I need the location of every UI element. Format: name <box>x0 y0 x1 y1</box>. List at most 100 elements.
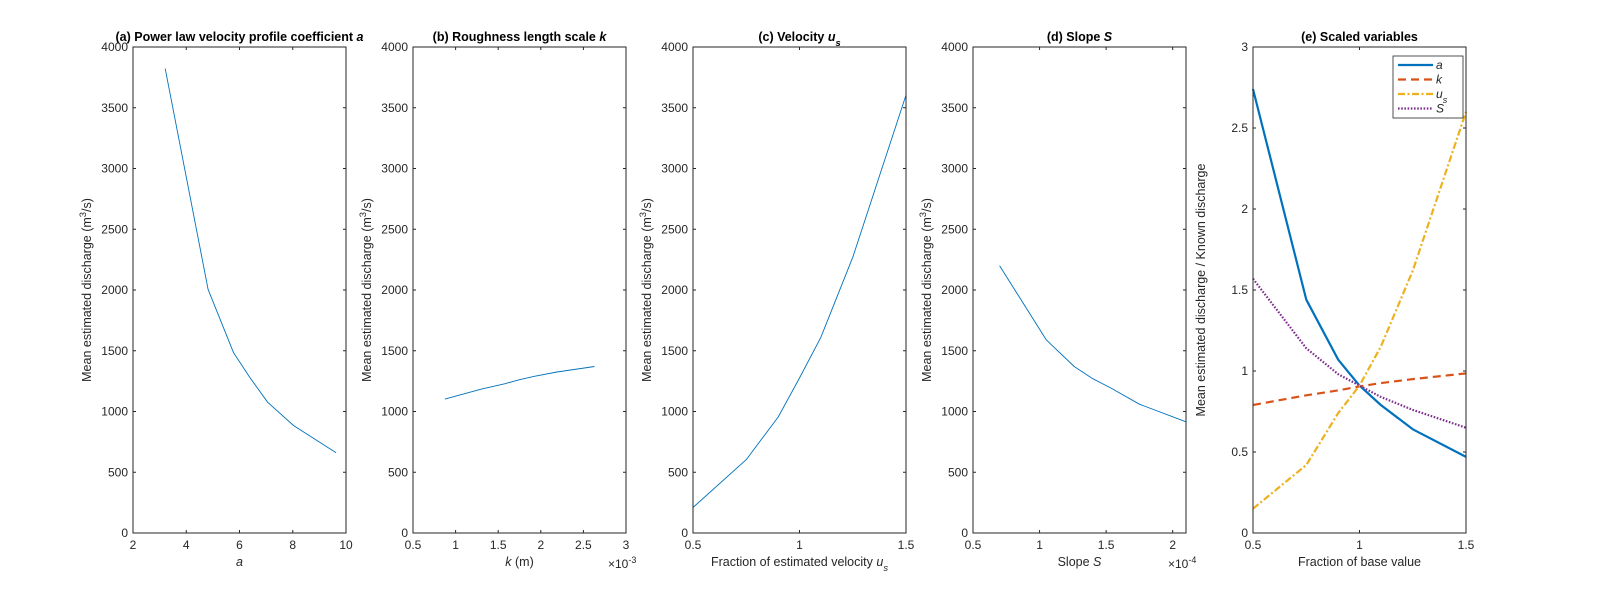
text-segment: k <box>1436 73 1443 87</box>
x-tick-label: 1 <box>796 538 803 552</box>
text-segment: 3 <box>638 212 648 217</box>
text-segment: k <box>505 555 512 569</box>
plot-area <box>413 47 626 533</box>
y-tick-label: 3000 <box>101 162 128 176</box>
y-tick-label: 2000 <box>381 283 408 297</box>
subplot-title: (a) Power law velocity profile coefficie… <box>116 30 364 44</box>
x-tick-label: 2 <box>537 538 544 552</box>
x-tick-label: 0.5 <box>965 538 982 552</box>
y-axis-label: Mean estimated discharge (m3/s) <box>918 198 934 382</box>
series-line-S <box>1252 278 1467 429</box>
x-tick-label: 0.5 <box>405 538 422 552</box>
y-axis-label: Mean estimated discharge (m3/s) <box>78 198 94 382</box>
y-tick-label: 0 <box>961 526 968 540</box>
plot-area <box>133 47 346 533</box>
x-tick-label: 1.5 <box>1098 538 1115 552</box>
subplot-a: 2 4 6 8 10 0 500 1000 1500 2000 2500 3000 3500 4000(a… <box>78 30 364 569</box>
text-segment: 3 <box>358 212 368 217</box>
x-tick-label: 2 <box>130 538 137 552</box>
text-segment: a <box>236 555 243 569</box>
text-segment: /s) <box>80 198 94 212</box>
text-segment: 3 <box>918 212 928 217</box>
legend-label-k: k <box>1436 73 1443 87</box>
x-axis-label: k (m) <box>505 555 533 569</box>
y-tick-label: 2500 <box>661 222 688 236</box>
y-tick-label: 3500 <box>381 101 408 115</box>
subplot-d: 0.5 1 1.5 2 0 500 1000 1500 2000 2500 3000 3500 4000… <box>918 30 1196 571</box>
y-tick-label: 1000 <box>661 405 688 419</box>
text-segment: Mean estimated discharge (m <box>920 217 934 382</box>
series-line-a <box>999 265 1187 423</box>
text-segment: Fraction of base value <box>1298 555 1421 569</box>
x-tick-label: 4 <box>183 538 190 552</box>
text-segment: Mean estimated discharge (m <box>360 217 374 382</box>
y-tick-label: 4000 <box>101 40 128 54</box>
y-tick-label: 2500 <box>101 222 128 236</box>
y-tick-label: 0.5 <box>1231 445 1248 459</box>
y-tick-label: 3 <box>1241 40 1248 54</box>
text-segment: (c) Velocity <box>758 30 827 44</box>
y-tick-label: 3000 <box>941 162 968 176</box>
series-line-u_s <box>1252 111 1468 510</box>
subplot-title: (c) Velocity us <box>758 30 840 48</box>
y-tick-label: 2.5 <box>1231 121 1248 135</box>
text-segment: u <box>876 555 883 569</box>
x-tick-label: 0.5 <box>685 538 702 552</box>
text-segment: Slope <box>1058 555 1093 569</box>
y-tick-label: 0 <box>1241 526 1248 540</box>
y-tick-label: 2500 <box>941 222 968 236</box>
plot-area <box>693 47 906 533</box>
x-tick-label: 1 <box>452 538 459 552</box>
y-tick-label: 2000 <box>101 283 128 297</box>
x-axis-label: Slope S <box>1058 555 1102 569</box>
text-segment: Mean estimated discharge / Known dischar… <box>1194 163 1208 416</box>
text-segment: k <box>599 30 607 44</box>
x-axis-label: Fraction of base value <box>1298 555 1421 569</box>
x-tick-label: 2 <box>1169 538 1176 552</box>
y-tick-label: 1000 <box>101 405 128 419</box>
text-segment: /s) <box>920 198 934 212</box>
y-tick-label: 3500 <box>661 101 688 115</box>
y-tick-label: 1500 <box>101 344 128 358</box>
y-tick-label: 2000 <box>661 283 688 297</box>
y-tick-label: 500 <box>388 465 408 479</box>
exponent: -3 <box>628 555 636 565</box>
y-tick-label: 500 <box>668 465 688 479</box>
x-tick-label: 1.5 <box>490 538 507 552</box>
y-axis-label: Mean estimated discharge / Known dischar… <box>1194 163 1208 416</box>
text-segment: s <box>1443 95 1448 105</box>
text-segment: S <box>1436 102 1444 116</box>
x-tick-label: 2.5 <box>575 538 592 552</box>
text-segment: S <box>1104 30 1113 44</box>
y-tick-label: 4000 <box>941 40 968 54</box>
text-segment: /s) <box>360 198 374 212</box>
text-segment: (a) Power law velocity profile coefficie… <box>116 30 357 44</box>
subplot-b: 0.5 1 1.5 2 2.5 3 0 500 1000 1500 2000 2500 3000 3500… <box>358 30 636 571</box>
text-segment: Mean estimated discharge (m <box>640 217 654 382</box>
series-line-a <box>164 68 337 454</box>
text-segment: (d) Slope <box>1047 30 1104 44</box>
y-tick-label: 2 <box>1241 202 1248 216</box>
text-segment: Fraction of estimated velocity <box>711 555 876 569</box>
exponent: -4 <box>1188 555 1196 565</box>
series-line-a <box>692 94 907 508</box>
x-tick-label: 3 <box>623 538 630 552</box>
y-tick-label: 500 <box>108 465 128 479</box>
y-tick-label: 2000 <box>941 283 968 297</box>
subplot-c: 0.5 1 1.5 0 500 1000 1500 2000 2500 3000 3500 4000 (… <box>638 30 915 573</box>
x-tick-label: 0.5 <box>1245 538 1262 552</box>
subplot-title: (e) Scaled variables <box>1301 30 1418 44</box>
y-axis-label: Mean estimated discharge (m3/s) <box>358 198 374 382</box>
times-ten: ×10 <box>608 557 629 571</box>
x-axis-label: a <box>236 555 243 569</box>
text-segment: /s) <box>640 198 654 212</box>
y-tick-label: 1500 <box>941 344 968 358</box>
y-tick-label: 3000 <box>381 162 408 176</box>
x-exponent-label: ×10-4 <box>1168 555 1196 571</box>
legend-label-u_s: us <box>1436 87 1448 105</box>
y-tick-label: 1000 <box>381 405 408 419</box>
times-ten: ×10 <box>1168 557 1189 571</box>
x-tick-label: 1 <box>1356 538 1363 552</box>
